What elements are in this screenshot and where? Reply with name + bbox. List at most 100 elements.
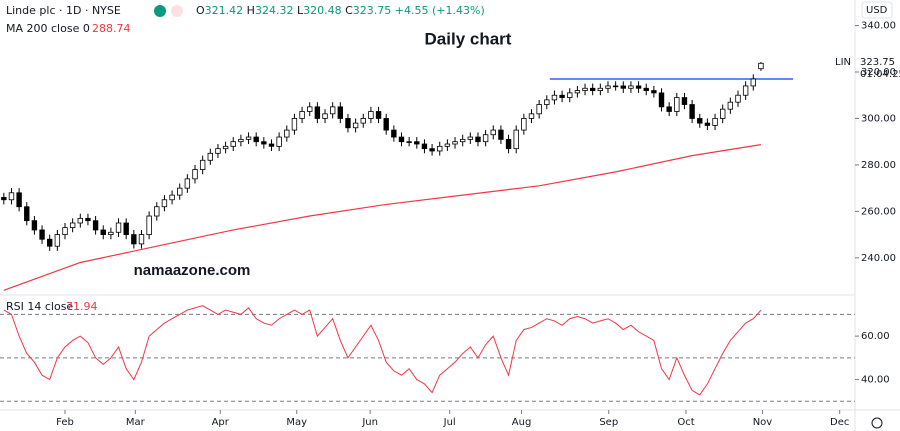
candle-body	[498, 129, 504, 140]
candle-body	[490, 129, 496, 136]
candle-body	[742, 85, 749, 96]
candle-body	[360, 118, 366, 124]
candle-body	[47, 238, 53, 247]
candle-body	[674, 97, 680, 112]
candle-body	[8, 192, 15, 201]
ohlc-prefix: O	[196, 4, 205, 17]
candle-body	[429, 148, 435, 152]
candle-body	[307, 106, 313, 112]
candle-body	[39, 229, 45, 240]
candle-body	[505, 138, 512, 150]
candle-body	[77, 217, 83, 224]
y-tick-label: 280.00	[861, 160, 896, 171]
candle-body	[215, 148, 221, 154]
candle-body	[322, 113, 328, 119]
candle-body	[658, 92, 665, 108]
candle-body	[62, 227, 68, 236]
candle-body	[597, 87, 604, 91]
candle-body	[69, 222, 76, 229]
candle-body	[666, 106, 672, 112]
candle-body	[92, 220, 99, 231]
candle-body	[284, 129, 290, 138]
x-tick-label: Jul	[443, 417, 456, 428]
candle-body	[620, 85, 626, 89]
candle-body	[345, 118, 351, 129]
x-tick-label: Feb	[56, 417, 74, 428]
y-tick-label: 260.00	[861, 206, 896, 217]
candle-body	[16, 192, 22, 208]
candle-body	[131, 234, 137, 245]
candle-body	[54, 234, 61, 247]
candle-body	[352, 122, 359, 129]
candle-body	[31, 220, 38, 231]
candle-body	[467, 136, 474, 140]
candle-body	[444, 143, 451, 147]
candle-body	[24, 206, 30, 222]
change: +4.55 (+1.43%)	[395, 4, 485, 17]
settings-icon[interactable]	[871, 417, 883, 429]
x-tick-label: Nov	[753, 417, 773, 428]
candle-body	[169, 194, 175, 201]
candle-body	[337, 106, 344, 119]
candle-body	[544, 99, 550, 105]
x-tick-label: Sep	[599, 417, 618, 428]
candle-body	[238, 138, 244, 143]
candle-body	[727, 101, 734, 110]
candle-body	[398, 136, 405, 143]
currency: USD	[866, 5, 888, 16]
candle-body	[628, 85, 634, 89]
candle-body	[268, 143, 275, 147]
ohlc-value: 321.42	[205, 4, 244, 17]
watermark: namaazone.com	[134, 262, 251, 279]
candle-body	[452, 141, 458, 145]
candle-body	[406, 141, 412, 143]
candle-body	[291, 118, 298, 131]
candle-body	[712, 118, 718, 126]
ma-value: 288.74	[92, 22, 131, 35]
candle-body	[161, 199, 168, 208]
candle-body	[567, 92, 573, 98]
candle-body	[482, 134, 489, 143]
candle-body	[207, 152, 214, 161]
x-tick-label: Mar	[126, 417, 146, 428]
candle-body	[154, 206, 160, 217]
ohlc-value: 320.48	[303, 4, 342, 17]
candle-body	[551, 94, 558, 101]
ohlc-prefix: L	[297, 4, 304, 17]
candle-body	[177, 187, 183, 196]
last-price: 323.75	[860, 57, 895, 68]
status-icon[interactable]	[154, 5, 166, 17]
y-tick-label: 40.00	[861, 375, 890, 386]
candle-body	[475, 136, 481, 143]
candle-body	[100, 229, 106, 236]
candle-body	[589, 87, 596, 91]
candle-body	[222, 145, 229, 150]
y-tick-label: 320.00	[861, 67, 896, 78]
candle-body	[459, 138, 466, 143]
y-tick-label: 240.00	[861, 253, 896, 264]
currency-button[interactable]	[861, 1, 893, 19]
candle-body	[192, 169, 198, 180]
candle-body	[138, 234, 145, 245]
y-tick-label: 300.00	[861, 113, 896, 124]
candle-body	[421, 143, 428, 150]
candle-body	[612, 85, 619, 88]
candle-body	[253, 136, 259, 143]
candle-body	[536, 104, 542, 115]
candle-body	[704, 122, 711, 126]
alert-icon[interactable]	[171, 5, 183, 17]
candle-body	[123, 222, 129, 236]
x-tick-label: Aug	[512, 417, 532, 428]
x-tick-label: Jun	[361, 417, 378, 428]
candle-body	[245, 136, 252, 140]
candle-body	[230, 141, 236, 147]
ohlc-value: 323.75	[353, 4, 392, 17]
candle-body	[605, 85, 611, 89]
candle-body	[574, 90, 581, 94]
symbol: Linde plc · 1D · NYSE	[6, 4, 121, 17]
candle-body	[528, 113, 535, 119]
candle-body	[1, 197, 7, 201]
candle-body	[697, 118, 703, 124]
ohlc-value: 324.32	[255, 4, 294, 17]
